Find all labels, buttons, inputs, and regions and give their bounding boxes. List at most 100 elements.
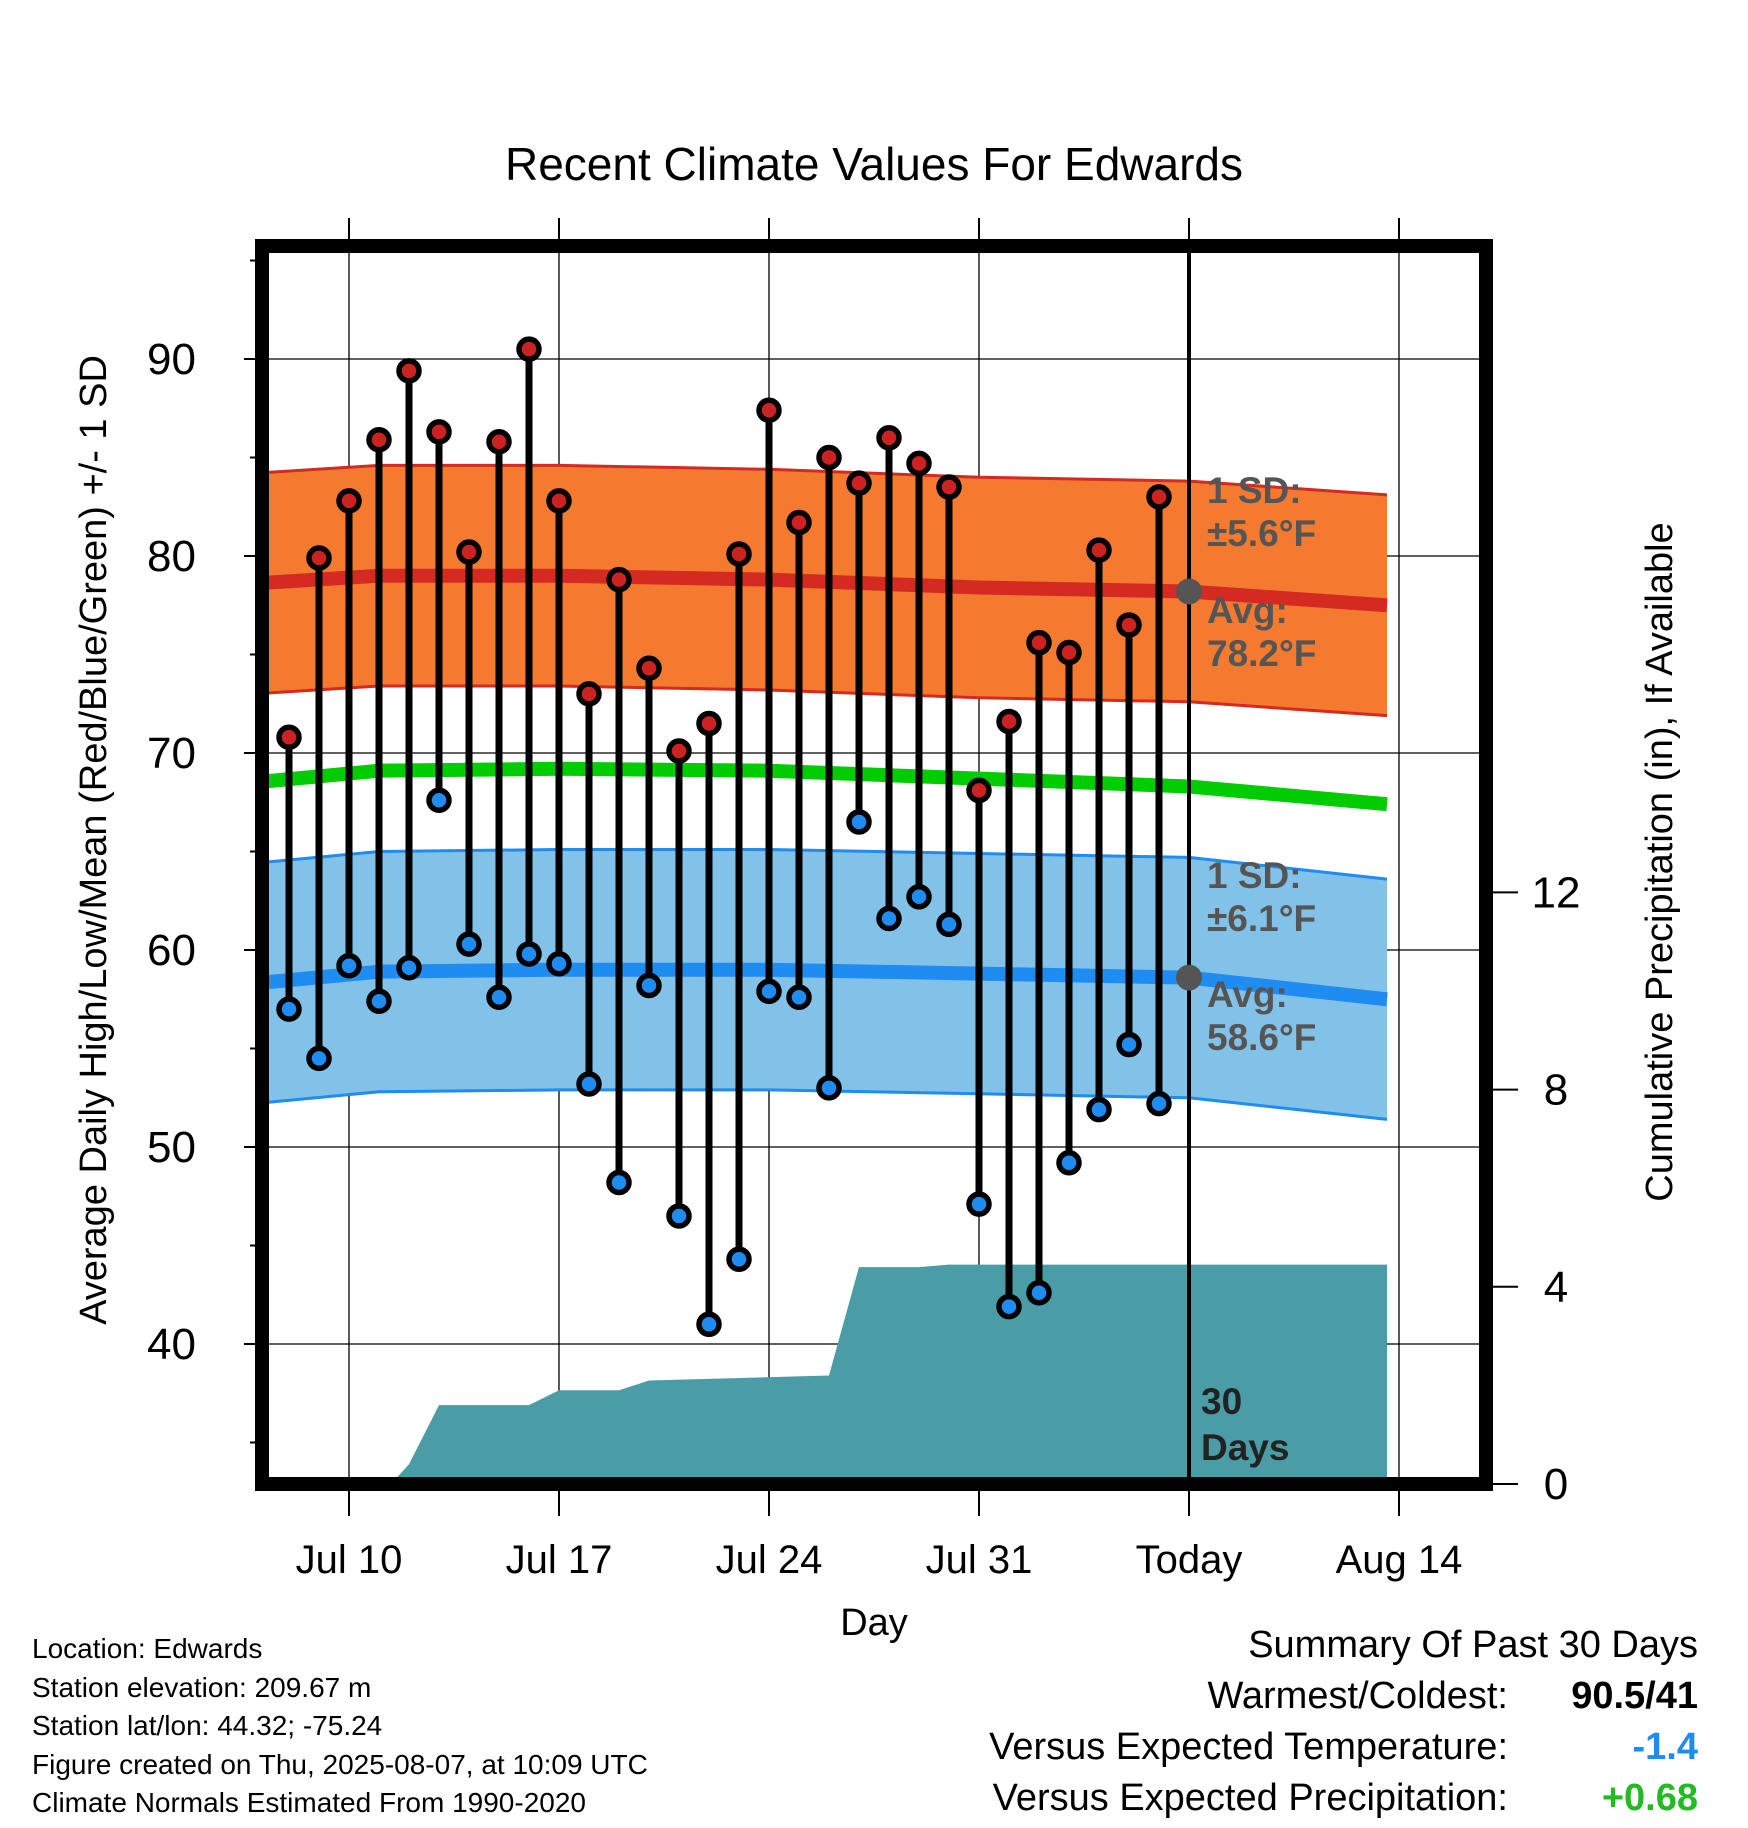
high-sd-value: ±5.6°F xyxy=(1207,513,1316,554)
y2-tick-label: 8 xyxy=(1544,1066,1568,1115)
high-sd-label: 1 SD: xyxy=(1207,470,1302,511)
daily-high-point xyxy=(1056,639,1082,666)
daily-high-point xyxy=(996,708,1022,735)
x-tick-label: Aug 14 xyxy=(1336,1538,1463,1582)
daily-low-point xyxy=(1026,1280,1052,1306)
created-text: Figure created on Thu, 2025-08-07, at 10… xyxy=(32,1748,648,1780)
low-avg-value: 58.6°F xyxy=(1207,1017,1316,1058)
daily-low-point xyxy=(486,984,512,1011)
temp-departure-value: -1.4 xyxy=(1632,1726,1698,1768)
precip-departure-label: Versus Expected Precipitation: xyxy=(992,1777,1508,1819)
daily-high-point xyxy=(636,655,662,682)
daily-low-point xyxy=(516,941,542,967)
warmest-coldest-label: Warmest/Coldest: xyxy=(1207,1675,1508,1717)
daily-low-point xyxy=(966,1191,992,1217)
daily-high-point xyxy=(1116,612,1142,638)
daily-high-point xyxy=(366,427,392,453)
low-sd-value: ±6.1°F xyxy=(1207,898,1316,939)
x-tick-label: Jul 17 xyxy=(506,1538,613,1582)
daily-low-point xyxy=(876,905,902,932)
daily-high-point xyxy=(786,509,812,536)
y2-tick-label: 12 xyxy=(1532,868,1581,917)
high-avg-marker xyxy=(1176,578,1202,605)
daily-low-point xyxy=(936,911,962,938)
y-tick-label: 50 xyxy=(147,1123,196,1172)
y-tick-label: 90 xyxy=(147,335,196,384)
daily-low-point xyxy=(816,1075,842,1101)
daily-low-point xyxy=(906,884,932,910)
daily-high-point xyxy=(306,545,332,571)
plot-contents xyxy=(262,246,1388,1484)
x-tick-label: Jul 10 xyxy=(296,1538,403,1582)
low-sd-band xyxy=(262,849,1387,1120)
daily-low-point xyxy=(636,972,662,999)
daily-high-point xyxy=(516,336,542,362)
daily-high-point xyxy=(276,724,302,750)
normals-text: Climate Normals Estimated From 1990-2020 xyxy=(32,1787,586,1818)
daily-low-point xyxy=(1086,1096,1112,1123)
x-axis-label: Day xyxy=(840,1602,908,1644)
daily-low-point xyxy=(396,954,422,981)
daily-low-point xyxy=(456,931,482,957)
daily-low-point xyxy=(426,787,452,814)
elevation-text: Station elevation: 209.67 m xyxy=(32,1671,372,1703)
daily-high-point xyxy=(1086,537,1112,563)
daily-high-point xyxy=(876,425,902,451)
y2-axis-label: Cumulative Precipitation (in), If Availa… xyxy=(1639,522,1681,1201)
daily-low-point xyxy=(576,1071,602,1097)
daily-low-point xyxy=(846,809,872,835)
normal-mean-line xyxy=(262,761,1388,812)
precip-departure-value: +0.68 xyxy=(1601,1777,1698,1819)
x-tick-label: Today xyxy=(1136,1538,1243,1582)
plot-frame xyxy=(255,239,1493,1491)
daily-low-point xyxy=(606,1169,632,1196)
daily-high-point xyxy=(606,566,632,593)
daily-low-point xyxy=(546,951,572,977)
daily-high-point xyxy=(906,450,932,477)
daily-low-point xyxy=(1116,1031,1142,1058)
low-avg-marker xyxy=(1176,964,1202,991)
daily-high-point xyxy=(936,474,962,500)
location-text: Location: Edwards xyxy=(32,1633,263,1664)
daily-low-point xyxy=(1056,1150,1082,1176)
station-info: Location: Edwards Station elevation: 209… xyxy=(32,1630,648,1823)
temp-departure-label: Versus Expected Temperature: xyxy=(989,1726,1508,1768)
daily-low-point xyxy=(366,988,392,1014)
high-avg-label: Avg: xyxy=(1207,590,1288,631)
daily-high-point xyxy=(666,738,692,764)
daily-low-point xyxy=(996,1293,1022,1320)
summary-heading: Summary Of Past 30 Days xyxy=(1248,1624,1698,1666)
x-tick-label: Jul 24 xyxy=(716,1538,823,1582)
low-avg-label: Avg: xyxy=(1207,974,1288,1015)
high-sd-band xyxy=(262,465,1387,716)
y2-tick-label: 0 xyxy=(1544,1460,1568,1509)
y-axis-label: Average Daily High/Low/Mean (Red/Blue/Gr… xyxy=(73,355,115,1325)
daily-low-point xyxy=(666,1203,692,1229)
daily-low-point xyxy=(276,996,302,1022)
daily-high-point xyxy=(486,428,512,455)
daily-high-point xyxy=(576,681,602,707)
y-tick-label: 80 xyxy=(147,532,196,581)
y-tick-label: 40 xyxy=(147,1320,196,1369)
daily-high-point xyxy=(696,710,722,737)
daily-low-point xyxy=(696,1311,722,1338)
daily-high-point xyxy=(846,470,872,496)
daily-low-point xyxy=(1146,1090,1172,1117)
daily-high-point xyxy=(336,488,362,514)
daily-low-point xyxy=(726,1246,752,1273)
chart-title: Recent Climate Values For Edwards xyxy=(505,138,1243,190)
daily-low-point xyxy=(786,984,812,1011)
summary-panel: Summary Of Past 30 Days Warmest/Coldest:… xyxy=(798,1620,1698,1824)
daily-low-point xyxy=(756,978,782,1005)
daily-high-point xyxy=(456,539,482,565)
daily-high-point xyxy=(396,358,422,384)
daily-high-point xyxy=(816,444,842,471)
period-number: 30 xyxy=(1201,1381,1242,1422)
y-tick-label: 60 xyxy=(147,926,196,975)
y2-tick-label: 4 xyxy=(1544,1263,1568,1312)
low-sd-label: 1 SD: xyxy=(1207,855,1302,896)
daily-low-point xyxy=(306,1045,332,1072)
y-tick-label: 70 xyxy=(147,729,196,778)
daily-low-point xyxy=(336,953,362,979)
